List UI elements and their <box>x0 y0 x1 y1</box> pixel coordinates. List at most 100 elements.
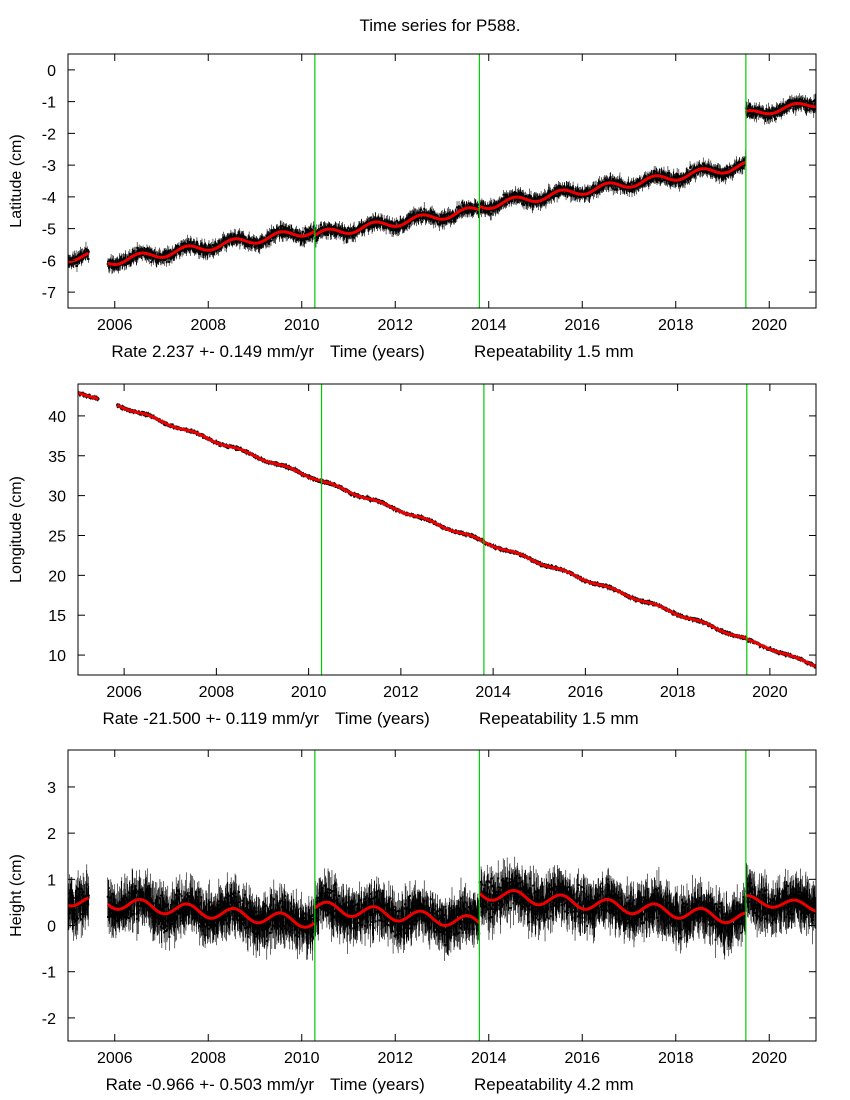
data-point <box>129 262 132 265</box>
data-point <box>505 203 508 206</box>
data-point <box>462 210 465 213</box>
plot-area <box>68 93 816 274</box>
data-point <box>719 168 722 171</box>
data-point <box>402 224 405 227</box>
data-point <box>200 249 203 252</box>
data-point <box>620 180 623 183</box>
data-point <box>164 253 167 256</box>
data-point <box>597 191 600 194</box>
data-point <box>406 223 409 226</box>
data-point <box>675 181 678 184</box>
data-point <box>548 189 551 192</box>
data-point <box>676 173 679 176</box>
data-point <box>389 226 392 229</box>
data-point <box>193 250 196 253</box>
data-point <box>198 252 201 255</box>
data-point <box>476 204 479 207</box>
data-point <box>489 202 492 205</box>
data-point <box>613 179 616 182</box>
data-point <box>87 250 90 253</box>
data-point <box>256 239 259 242</box>
data-point <box>655 180 658 183</box>
data-point <box>578 190 581 193</box>
data-point <box>562 192 565 195</box>
data-point <box>555 186 558 189</box>
data-point <box>143 249 146 252</box>
data-point <box>167 249 170 252</box>
data-point <box>273 234 276 237</box>
data-point <box>668 171 671 174</box>
data-point <box>723 173 726 176</box>
data-point <box>748 105 751 108</box>
data-point <box>572 187 575 190</box>
data-point <box>315 230 318 233</box>
data-point <box>656 176 659 179</box>
data-point <box>243 242 246 245</box>
data-point <box>611 178 614 181</box>
data-point <box>619 187 622 190</box>
data-point <box>296 231 299 234</box>
data-point <box>519 198 522 201</box>
data-point <box>145 254 148 257</box>
data-point <box>763 116 766 119</box>
data-point <box>139 249 142 252</box>
data-point <box>490 204 493 207</box>
data-point <box>779 105 782 108</box>
data-point <box>717 168 720 171</box>
data-point <box>718 176 721 179</box>
data-point <box>206 253 209 256</box>
data-point <box>715 175 718 178</box>
data-point <box>77 255 80 258</box>
data-point <box>600 182 603 185</box>
data-point <box>75 264 78 267</box>
data-point <box>204 243 207 246</box>
data-point <box>682 181 685 184</box>
data-point <box>309 227 312 230</box>
data-point <box>182 249 185 252</box>
data-point <box>684 173 687 176</box>
data-point <box>531 202 534 205</box>
data-point <box>395 219 398 222</box>
data-point <box>334 226 337 229</box>
data-point <box>767 108 770 111</box>
data-point <box>78 253 81 256</box>
data-point <box>287 227 290 230</box>
data-point <box>353 226 356 229</box>
data-point <box>644 182 647 185</box>
data-point <box>334 231 337 234</box>
data-point <box>314 239 317 242</box>
data-point <box>429 209 432 212</box>
data-point <box>588 195 591 198</box>
data-point <box>553 194 556 197</box>
data-point <box>558 194 561 197</box>
data-point <box>557 184 560 187</box>
data-point <box>348 235 351 238</box>
data-point <box>339 233 342 236</box>
data-point <box>272 229 275 232</box>
data-point <box>349 228 352 231</box>
data-point <box>391 220 394 223</box>
data-point <box>684 180 687 183</box>
data-point <box>598 190 601 193</box>
data-point <box>327 233 330 236</box>
data-point <box>504 202 507 205</box>
data-point <box>630 181 633 184</box>
data-point <box>576 194 579 197</box>
data-point <box>660 171 663 174</box>
data-point <box>381 220 384 223</box>
data-point <box>765 108 768 111</box>
data-point <box>680 175 683 178</box>
data-point <box>386 220 389 223</box>
data-point <box>513 193 516 196</box>
data-point <box>282 228 285 231</box>
data-point <box>371 224 374 227</box>
data-point <box>455 215 458 218</box>
data-point <box>659 180 662 183</box>
data-point <box>674 175 677 178</box>
data-point <box>724 174 727 177</box>
data-point <box>142 248 145 251</box>
data-point <box>453 218 456 221</box>
data-point <box>520 192 523 195</box>
data-point <box>547 189 550 192</box>
